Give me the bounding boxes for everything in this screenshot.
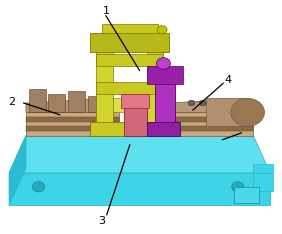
Polygon shape [253, 173, 273, 191]
Polygon shape [9, 173, 270, 205]
Polygon shape [49, 94, 65, 112]
Text: 5: 5 [243, 126, 250, 136]
Polygon shape [169, 126, 253, 131]
Polygon shape [26, 112, 118, 136]
Circle shape [231, 98, 265, 126]
Circle shape [157, 58, 170, 69]
Polygon shape [147, 52, 164, 122]
Polygon shape [26, 117, 118, 122]
Text: 3: 3 [98, 216, 105, 226]
Polygon shape [91, 122, 169, 136]
Polygon shape [147, 66, 183, 84]
Polygon shape [9, 136, 26, 205]
Polygon shape [96, 52, 113, 122]
Polygon shape [121, 94, 149, 108]
Circle shape [188, 100, 195, 106]
Circle shape [199, 100, 206, 106]
Polygon shape [253, 164, 273, 173]
Polygon shape [91, 33, 169, 52]
Polygon shape [169, 112, 253, 136]
Polygon shape [68, 91, 85, 112]
Polygon shape [29, 89, 46, 112]
Text: 2: 2 [8, 97, 16, 107]
Polygon shape [96, 82, 164, 94]
Polygon shape [113, 98, 147, 112]
Polygon shape [88, 96, 105, 112]
Polygon shape [147, 122, 180, 136]
Text: 1: 1 [102, 6, 109, 16]
Polygon shape [96, 54, 164, 66]
Polygon shape [102, 24, 158, 33]
Circle shape [157, 26, 167, 34]
Circle shape [232, 182, 244, 192]
Polygon shape [124, 103, 147, 136]
Text: 4: 4 [224, 75, 232, 85]
Circle shape [32, 182, 45, 192]
Polygon shape [206, 98, 248, 126]
Polygon shape [169, 98, 248, 112]
Polygon shape [26, 126, 118, 131]
Polygon shape [9, 136, 270, 173]
Polygon shape [169, 117, 253, 122]
Polygon shape [233, 187, 259, 203]
Polygon shape [155, 70, 175, 122]
Polygon shape [26, 98, 107, 112]
